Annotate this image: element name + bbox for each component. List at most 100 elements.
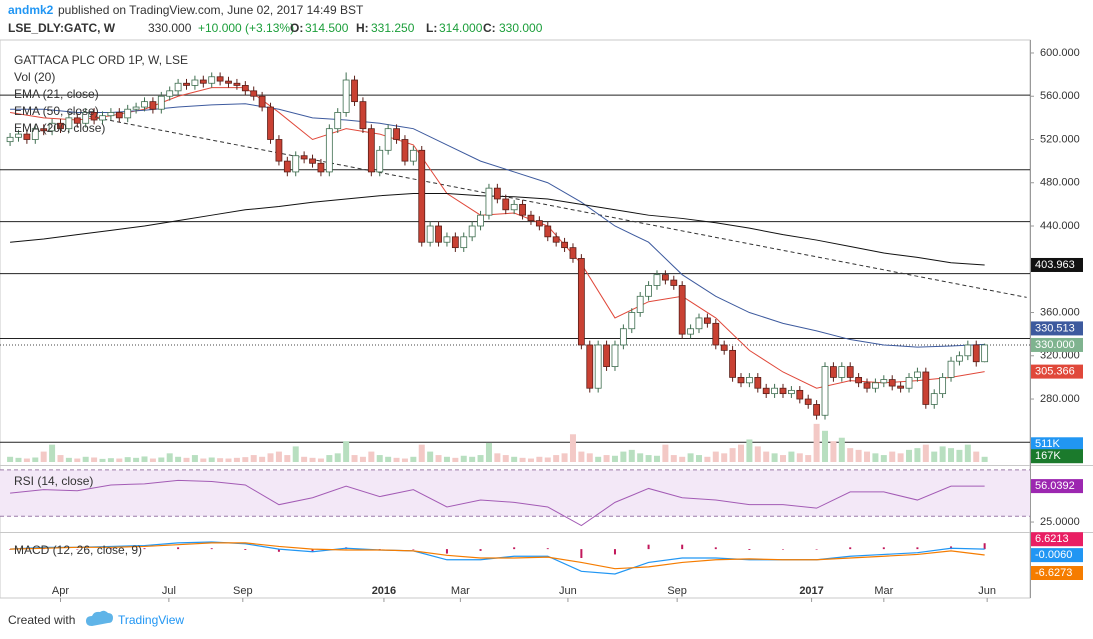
candle-body <box>31 128 39 140</box>
candle-body <box>216 76 224 82</box>
volume-bar <box>410 456 417 462</box>
candle-body <box>855 377 863 384</box>
volume-bar <box>183 457 190 462</box>
rsi-value-label: 56.0392 <box>1035 480 1075 492</box>
volume-bar <box>670 455 677 462</box>
macd-title: MACD (12, 26, close, 9) <box>14 543 142 557</box>
volume-bar <box>939 446 946 462</box>
macd-hist-bar <box>748 549 751 550</box>
author[interactable]: andmk2 <box>8 3 54 17</box>
volume-label: 167K <box>1035 450 1061 462</box>
volume-bar <box>477 455 484 462</box>
volume-bar <box>695 455 702 462</box>
symbol: LSE_DLY:GATC, W <box>8 21 116 35</box>
volume-bar <box>645 455 652 462</box>
macd-hist-label: 6.6213 <box>1035 533 1069 545</box>
volume-bar <box>544 457 551 462</box>
volume-bar <box>309 457 316 462</box>
h-label: H: <box>356 21 369 35</box>
macd-hist-bar <box>143 548 146 550</box>
volume-bar <box>872 453 879 462</box>
volume-bar <box>23 458 30 462</box>
candle-body <box>149 101 157 110</box>
volume-bar <box>124 457 131 462</box>
volume-bar <box>838 437 845 462</box>
o-label: O: <box>290 21 303 35</box>
volume-bar <box>822 430 829 462</box>
volume-bar <box>166 453 173 462</box>
candle-body <box>166 90 174 97</box>
candle-body <box>670 279 678 286</box>
volume-bar <box>595 456 602 462</box>
c-label: C: <box>483 21 496 35</box>
volume-bar <box>754 446 761 462</box>
signal-value-label-box <box>1031 566 1083 581</box>
y-tick-label: 320.000 <box>1040 350 1080 362</box>
candle-body <box>409 149 417 162</box>
macd-hist-bar <box>849 547 852 550</box>
volume-bar <box>326 455 333 462</box>
ema-value-label-box <box>1031 364 1083 379</box>
candle-body <box>863 382 871 389</box>
candle-body <box>964 344 972 357</box>
candle-body <box>468 225 476 238</box>
volume-bar <box>91 457 98 462</box>
volume-bar <box>158 457 165 462</box>
candle-body <box>208 76 216 84</box>
volume-bar <box>519 457 526 462</box>
candle-body <box>493 187 501 200</box>
candle-body <box>73 117 81 124</box>
candle-body <box>115 112 123 119</box>
candle-body <box>426 225 434 243</box>
candle-body <box>107 112 115 117</box>
candle-body <box>737 377 745 384</box>
macd-hist-bar <box>882 547 885 550</box>
volume-bar <box>704 456 711 462</box>
candle-body <box>57 122 64 130</box>
ema-value-label: 403.963 <box>1035 259 1075 271</box>
candle-body <box>611 344 619 367</box>
volume-label: 511K <box>1035 438 1061 450</box>
volume-bar <box>284 455 291 462</box>
high: 331.250 <box>371 21 415 35</box>
volume-bar <box>452 457 459 462</box>
volume-bar <box>502 455 509 462</box>
candle-body <box>956 355 963 362</box>
rsi-value-label-box <box>1031 479 1083 494</box>
last-price-label: 330.000 <box>1035 339 1075 351</box>
ema-line <box>10 103 985 348</box>
macd-hist-bar <box>513 547 516 550</box>
volume-bar <box>141 456 148 462</box>
candle-body <box>788 389 795 395</box>
candle-body <box>183 82 190 86</box>
volume-bar <box>351 455 358 462</box>
last-price: 330.000 <box>148 21 192 35</box>
legend-entry: EMA (200, close) <box>14 121 105 135</box>
volume-bar <box>460 455 467 462</box>
volume-bar <box>485 442 492 462</box>
candle-body <box>729 349 736 378</box>
footer-brand[interactable]: TradingView <box>118 613 184 627</box>
candle-body <box>821 366 829 416</box>
x-tick-label: Apr <box>52 585 69 597</box>
macd-hist-bar <box>983 543 986 550</box>
chart-title: GATTACA PLC ORD 1P, W, LSE <box>14 53 188 67</box>
candle-body <box>594 344 602 389</box>
volume-bar <box>653 455 660 462</box>
macd-hist-bar <box>177 547 180 550</box>
volume-bar <box>368 451 375 462</box>
candle-body <box>15 133 22 138</box>
candle-body <box>199 79 207 84</box>
candle-body <box>552 236 560 243</box>
volume-bar <box>914 448 921 462</box>
volume-bar <box>401 458 408 462</box>
volume-bar <box>494 453 501 462</box>
volume-bar <box>418 444 425 462</box>
volume-bar <box>847 448 854 462</box>
candle-body <box>754 377 762 389</box>
candle-body <box>720 344 728 351</box>
macd-hist-bar <box>647 544 650 550</box>
volume-bar <box>343 441 350 462</box>
volume-bar <box>586 453 593 462</box>
candle-body <box>376 149 384 173</box>
